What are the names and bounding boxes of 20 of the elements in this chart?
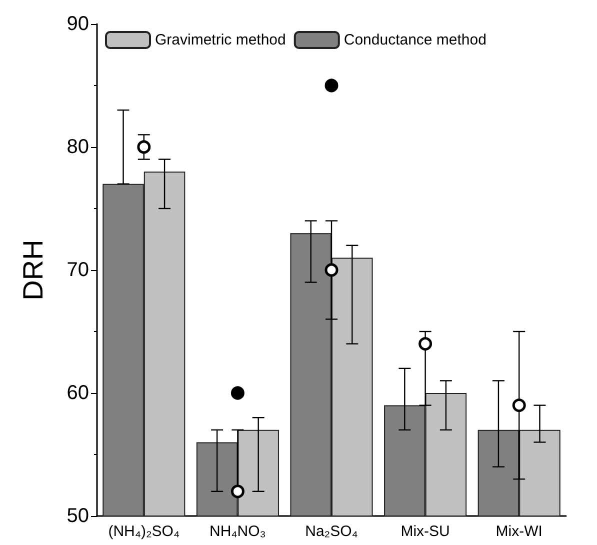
point: [418, 337, 432, 351]
y-tick-label: 80: [66, 136, 89, 158]
point: [512, 398, 526, 412]
legend-label: Gravimetric method: [155, 32, 286, 48]
y-tick-label: 60: [66, 382, 89, 404]
y-axis-title: DRH: [18, 240, 48, 300]
y-tick-label: 50: [66, 505, 89, 527]
x-tick-label: (NH₄)₂SO₄: [108, 523, 180, 540]
y-tick-label: 70: [66, 259, 89, 281]
legend-label: Conductance method: [344, 32, 486, 48]
x-tick-label: Mix-WI: [496, 523, 542, 540]
y-tick-label: 90: [66, 13, 89, 35]
x-tick-label: Na₂SO₄: [305, 523, 358, 540]
point: [137, 140, 151, 154]
x-tick-label: Mix-SU: [400, 523, 450, 540]
point: [324, 263, 338, 277]
point: [230, 484, 244, 498]
point: [324, 78, 338, 92]
point: [230, 386, 244, 400]
x-tick-label: NH₄NO₃: [209, 523, 266, 540]
